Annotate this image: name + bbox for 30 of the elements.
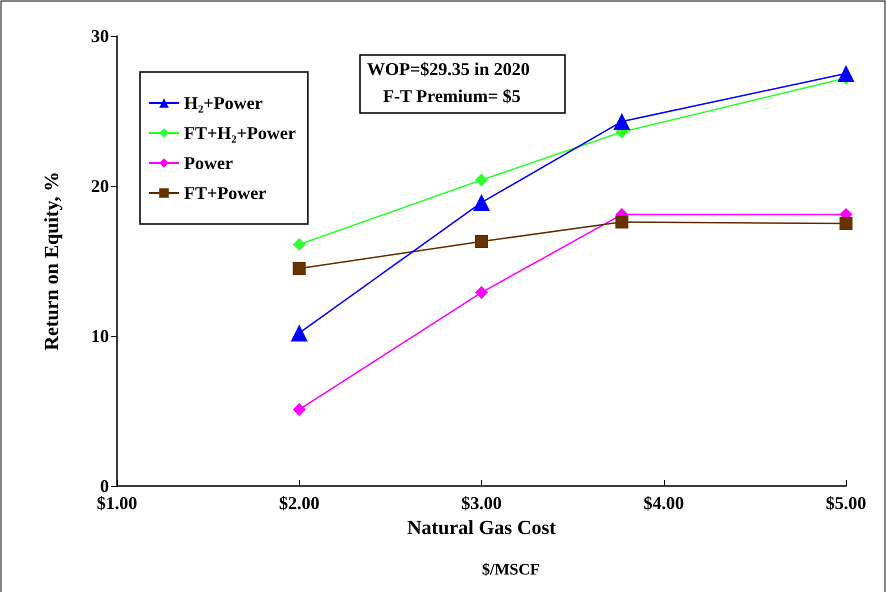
y-tick-label: 10 bbox=[91, 326, 109, 346]
y-tick-label: 0 bbox=[100, 476, 109, 496]
y-tick-label: 30 bbox=[91, 26, 109, 46]
legend-label: H₂+Power bbox=[184, 93, 263, 113]
point bbox=[838, 65, 854, 82]
text: $/MSCF bbox=[482, 562, 540, 578]
x-tick-label: $2.00 bbox=[279, 493, 320, 513]
point bbox=[290, 324, 308, 342]
point bbox=[475, 174, 488, 186]
legend-label: FT+H₂+Power bbox=[184, 123, 296, 143]
point bbox=[473, 194, 490, 211]
point bbox=[292, 238, 306, 251]
y-tick-label: 20 bbox=[91, 176, 109, 196]
point bbox=[613, 113, 630, 130]
legend-label: Power bbox=[184, 153, 233, 173]
point bbox=[475, 235, 488, 248]
x-axis-title: Natural Gas Cost bbox=[407, 517, 556, 539]
x-tick-label: $5.00 bbox=[826, 493, 866, 513]
annotation: WOP=$29.35 in 2020 bbox=[367, 59, 530, 79]
point bbox=[292, 262, 306, 275]
point bbox=[615, 216, 628, 228]
x-tick-label: $1.00 bbox=[96, 493, 138, 513]
legend-label: FT+Power bbox=[184, 183, 266, 203]
x-tick-label: $4.00 bbox=[644, 493, 684, 513]
point bbox=[840, 217, 852, 230]
y-axis-title: Return on Equity, % bbox=[41, 172, 63, 350]
x-tick-label: $3.00 bbox=[461, 493, 502, 513]
annotation: F-T Premium= $5 bbox=[383, 86, 521, 106]
point bbox=[292, 403, 306, 416]
point bbox=[475, 286, 488, 299]
